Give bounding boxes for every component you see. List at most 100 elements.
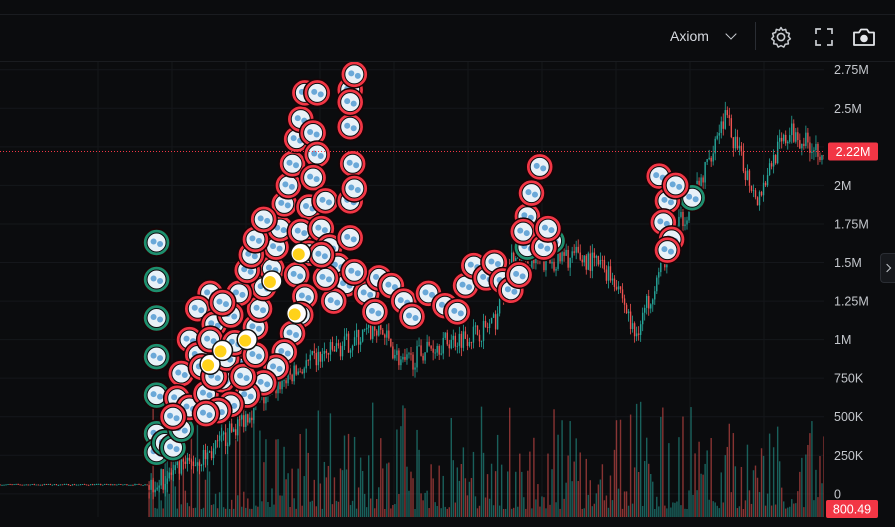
trade-markers[interactable] (142, 62, 707, 467)
candle-body (224, 432, 227, 446)
volume-bar (283, 446, 285, 517)
price-axis-tick-label: 2.75M (834, 63, 869, 77)
candle-body (351, 345, 354, 351)
volume-bar (789, 506, 791, 517)
fullscreen-button[interactable] (811, 24, 837, 50)
volume-bar (265, 439, 267, 517)
candle-body (442, 337, 444, 354)
candle-body (108, 484, 110, 486)
volume-bar (511, 508, 513, 517)
marker-eye (663, 220, 670, 227)
volume-bar (637, 472, 640, 517)
candle-body (321, 354, 324, 362)
candle-body (633, 323, 636, 337)
volume-bar (438, 465, 440, 517)
volume-bar (764, 505, 767, 517)
candle-body (498, 295, 501, 314)
volume-bar (646, 437, 648, 517)
source-dropdown-label: Axiom (670, 28, 709, 44)
settings-button[interactable] (768, 24, 794, 50)
candle-body (746, 170, 749, 180)
sell-marker (508, 217, 538, 246)
candle-body (384, 334, 386, 338)
volume-bar (734, 466, 737, 517)
candle-body (204, 449, 207, 460)
candle-body (59, 484, 62, 486)
volume-bar (615, 420, 618, 517)
volume-bar (738, 506, 741, 517)
volume-bar (506, 471, 509, 517)
volume-bar (259, 430, 261, 517)
volume-bar (321, 508, 324, 517)
volume-bar (472, 451, 475, 517)
volume-bar (662, 407, 664, 517)
volume-bar (772, 447, 775, 517)
candle-body (815, 143, 817, 151)
trade-marker-yellow (285, 302, 308, 325)
candle-body (652, 299, 654, 305)
side-panel-toggle[interactable] (880, 253, 895, 283)
candle-body (795, 132, 797, 142)
candle-body (152, 479, 154, 493)
volume-bar (758, 492, 761, 517)
candle-body (214, 440, 217, 449)
candle-body (91, 484, 94, 486)
marker-eye (231, 313, 238, 320)
candle-body (605, 269, 608, 281)
candle-body (19, 484, 21, 486)
price-chart[interactable]: 2.75M2.5M2.25M2M1.75M1.5M1.25M1M750K500K… (0, 62, 895, 527)
marker-avatar (340, 116, 361, 137)
candle-body (817, 143, 819, 157)
candle-body (398, 350, 400, 366)
candle-body (283, 380, 285, 382)
volume-bar (208, 471, 211, 517)
candle-body (51, 484, 54, 486)
volume-bar (275, 439, 277, 517)
candle-body (573, 251, 575, 253)
candle-body (722, 121, 724, 129)
volume-bar (382, 468, 384, 517)
volume-bar (700, 473, 702, 517)
marker-eye (290, 270, 297, 277)
candle-body (130, 484, 132, 486)
candle-body (414, 367, 416, 370)
candle-body (210, 451, 213, 459)
candle-body (166, 478, 168, 484)
volume-bar (623, 491, 626, 517)
volume-bar (309, 501, 311, 517)
trade-marker-yellow (199, 353, 221, 376)
volume-bar (517, 506, 519, 517)
marker-eye (167, 412, 174, 419)
candle-body (801, 143, 803, 149)
marker-eye (375, 310, 382, 317)
volume-bar (752, 470, 755, 517)
candle-body (656, 277, 658, 292)
marker-fill (263, 276, 276, 289)
candle-body (597, 255, 600, 265)
candle-body (128, 484, 130, 486)
source-dropdown[interactable]: Axiom (664, 24, 741, 48)
volume-bar (658, 506, 660, 517)
candle-body (305, 360, 307, 369)
volume-bar (748, 490, 751, 517)
volume-bar (684, 508, 686, 517)
marker-avatar (665, 175, 686, 196)
buy-marker (142, 380, 171, 410)
volume-bar (305, 428, 307, 517)
marker-eye (311, 150, 318, 157)
volume-bar (406, 466, 408, 517)
volume-bar (710, 438, 712, 517)
candle-body (646, 295, 648, 308)
candle-body (577, 246, 579, 253)
candle-body (460, 333, 463, 348)
sell-marker (443, 297, 472, 327)
screenshot-button[interactable] (851, 24, 877, 50)
volume-bar (458, 480, 461, 517)
candle-body (13, 484, 15, 486)
volume-bar (795, 503, 797, 517)
marker-avatar (344, 64, 365, 85)
price-axis[interactable]: 2.75M2.5M2.25M2M1.75M1.5M1.25M1M750K500K… (824, 62, 895, 527)
candle-body (698, 180, 700, 187)
candle-body (557, 250, 559, 269)
volume-bar (279, 495, 281, 517)
